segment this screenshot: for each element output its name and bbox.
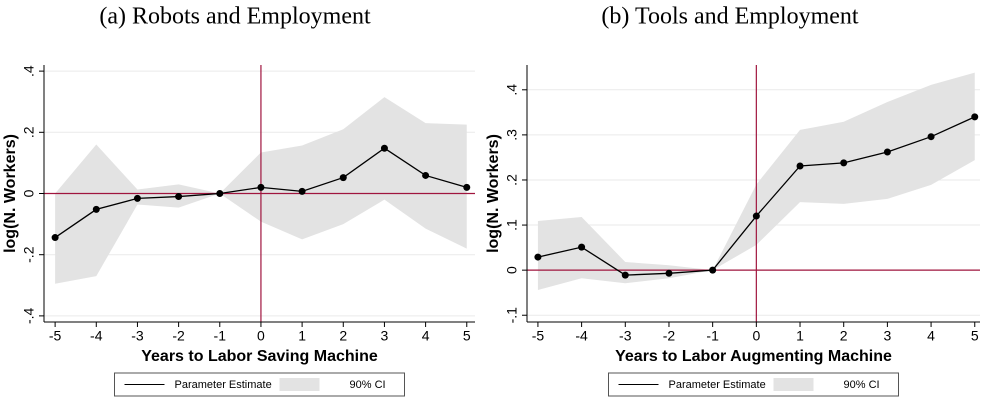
y-axis-label: log(N. Workers) — [2, 134, 19, 253]
chart-title: (b) Tools and Employment — [601, 4, 859, 30]
point — [463, 183, 471, 191]
point — [380, 144, 388, 152]
point — [257, 183, 265, 191]
point — [534, 253, 542, 261]
y-tick-label: -.4 — [21, 308, 37, 325]
y-axis-label: log(N. Workers) — [485, 134, 502, 253]
x-tick-label: 2 — [840, 328, 848, 344]
point — [971, 113, 979, 121]
x-tick-label: -3 — [619, 328, 632, 344]
x-tick-label: 4 — [422, 328, 430, 344]
legend-label: 90% CI — [350, 379, 386, 391]
legend-label: 90% CI — [844, 379, 880, 391]
y-tick-label: .4 — [21, 65, 37, 77]
point — [752, 212, 760, 220]
x-tick-label: -5 — [49, 328, 62, 344]
point — [840, 159, 848, 167]
x-tick-label: 2 — [339, 328, 347, 344]
legend-swatch — [279, 378, 320, 391]
x-tick-label: 5 — [971, 328, 979, 344]
x-tick-label: 3 — [381, 328, 389, 344]
y-tick-label: .2 — [21, 126, 37, 138]
x-tick-label: -1 — [706, 328, 719, 344]
legend-label: Parameter Estimate — [175, 379, 272, 391]
point — [796, 162, 804, 170]
point — [927, 133, 935, 141]
point — [175, 193, 183, 201]
legend-box — [608, 372, 899, 397]
point — [709, 266, 717, 274]
x-tick-label: 1 — [796, 328, 804, 344]
point — [883, 148, 891, 156]
x-tick-label: -4 — [575, 328, 588, 344]
x-tick-label: 4 — [927, 328, 935, 344]
point — [298, 187, 306, 195]
y-tick-label: 0 — [504, 266, 520, 274]
x-tick-label: -4 — [90, 328, 103, 344]
y-tick-label: .4 — [504, 84, 520, 96]
x-tick-label: 5 — [463, 328, 471, 344]
chart-title: (a) Robots and Employment — [99, 4, 371, 30]
x-tick-label: -2 — [663, 328, 676, 344]
legend-label: Parameter Estimate — [669, 379, 766, 391]
x-tick-label: -2 — [172, 328, 185, 344]
y-tick-label: .1 — [504, 219, 520, 231]
y-tick-label: .2 — [504, 174, 520, 186]
point — [578, 243, 586, 251]
point — [422, 171, 430, 179]
point — [216, 190, 224, 197]
point — [92, 205, 100, 213]
point — [133, 194, 141, 202]
y-tick-label: 0 — [21, 189, 37, 197]
x-tick-label: -5 — [532, 328, 545, 344]
x-axis-label: Years to Labor Augmenting Machine — [615, 348, 892, 365]
x-tick-label: 0 — [257, 328, 265, 344]
legend-swatch — [773, 378, 814, 391]
x-tick-label: -1 — [214, 328, 227, 344]
x-tick-label: 0 — [752, 328, 760, 344]
x-axis-label: Years to Labor Saving Machine — [141, 348, 378, 365]
y-tick-label: -.1 — [504, 307, 520, 324]
x-tick-label: 3 — [883, 328, 891, 344]
point — [665, 269, 673, 277]
x-tick-label: -3 — [131, 328, 144, 344]
legend-box — [114, 372, 405, 397]
ci-band — [537, 72, 975, 290]
point — [339, 174, 347, 182]
y-tick-label: -.2 — [21, 246, 37, 263]
x-tick-label: 1 — [298, 328, 306, 344]
point — [621, 271, 629, 279]
y-tick-label: .3 — [504, 129, 520, 141]
point — [51, 234, 59, 242]
